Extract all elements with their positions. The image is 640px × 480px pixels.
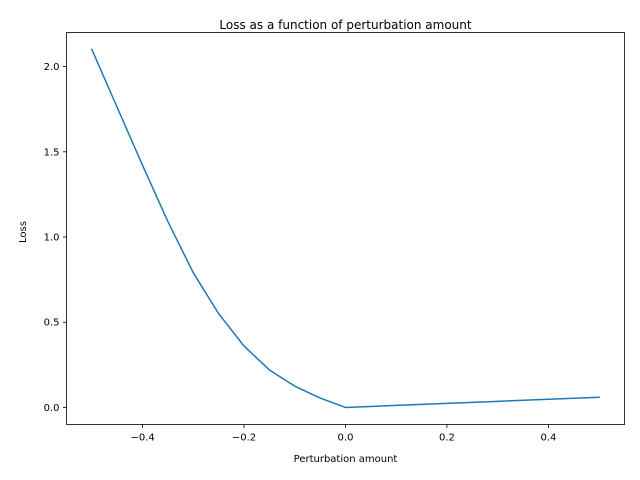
y-tick-label: 1.0 [44,233,60,244]
y-tick-label: 0.0 [44,403,60,414]
series-layer [90,48,600,409]
loss-series-line [90,48,600,409]
x-tick-label: −0.4 [130,433,154,444]
y-tick-label: 2.0 [44,62,60,73]
chart-title: Loss as a function of perturbation amoun… [219,18,471,32]
x-tick-label: 0.0 [338,433,354,444]
y-tick-label: 0.5 [44,318,60,329]
y-tick-label: 1.5 [44,147,60,158]
x-tick-label: −0.2 [232,433,256,444]
x-axis: −0.4 −0.2 0.0 0.2 0.4 [130,424,556,444]
x-axis-label: Perturbation amount [294,454,398,465]
y-axis: 0.0 0.5 1.0 1.5 2.0 [44,62,67,414]
x-tick-label: 0.4 [540,433,556,444]
x-tick-label: 0.2 [439,433,455,444]
y-axis-label: Loss [18,221,29,243]
